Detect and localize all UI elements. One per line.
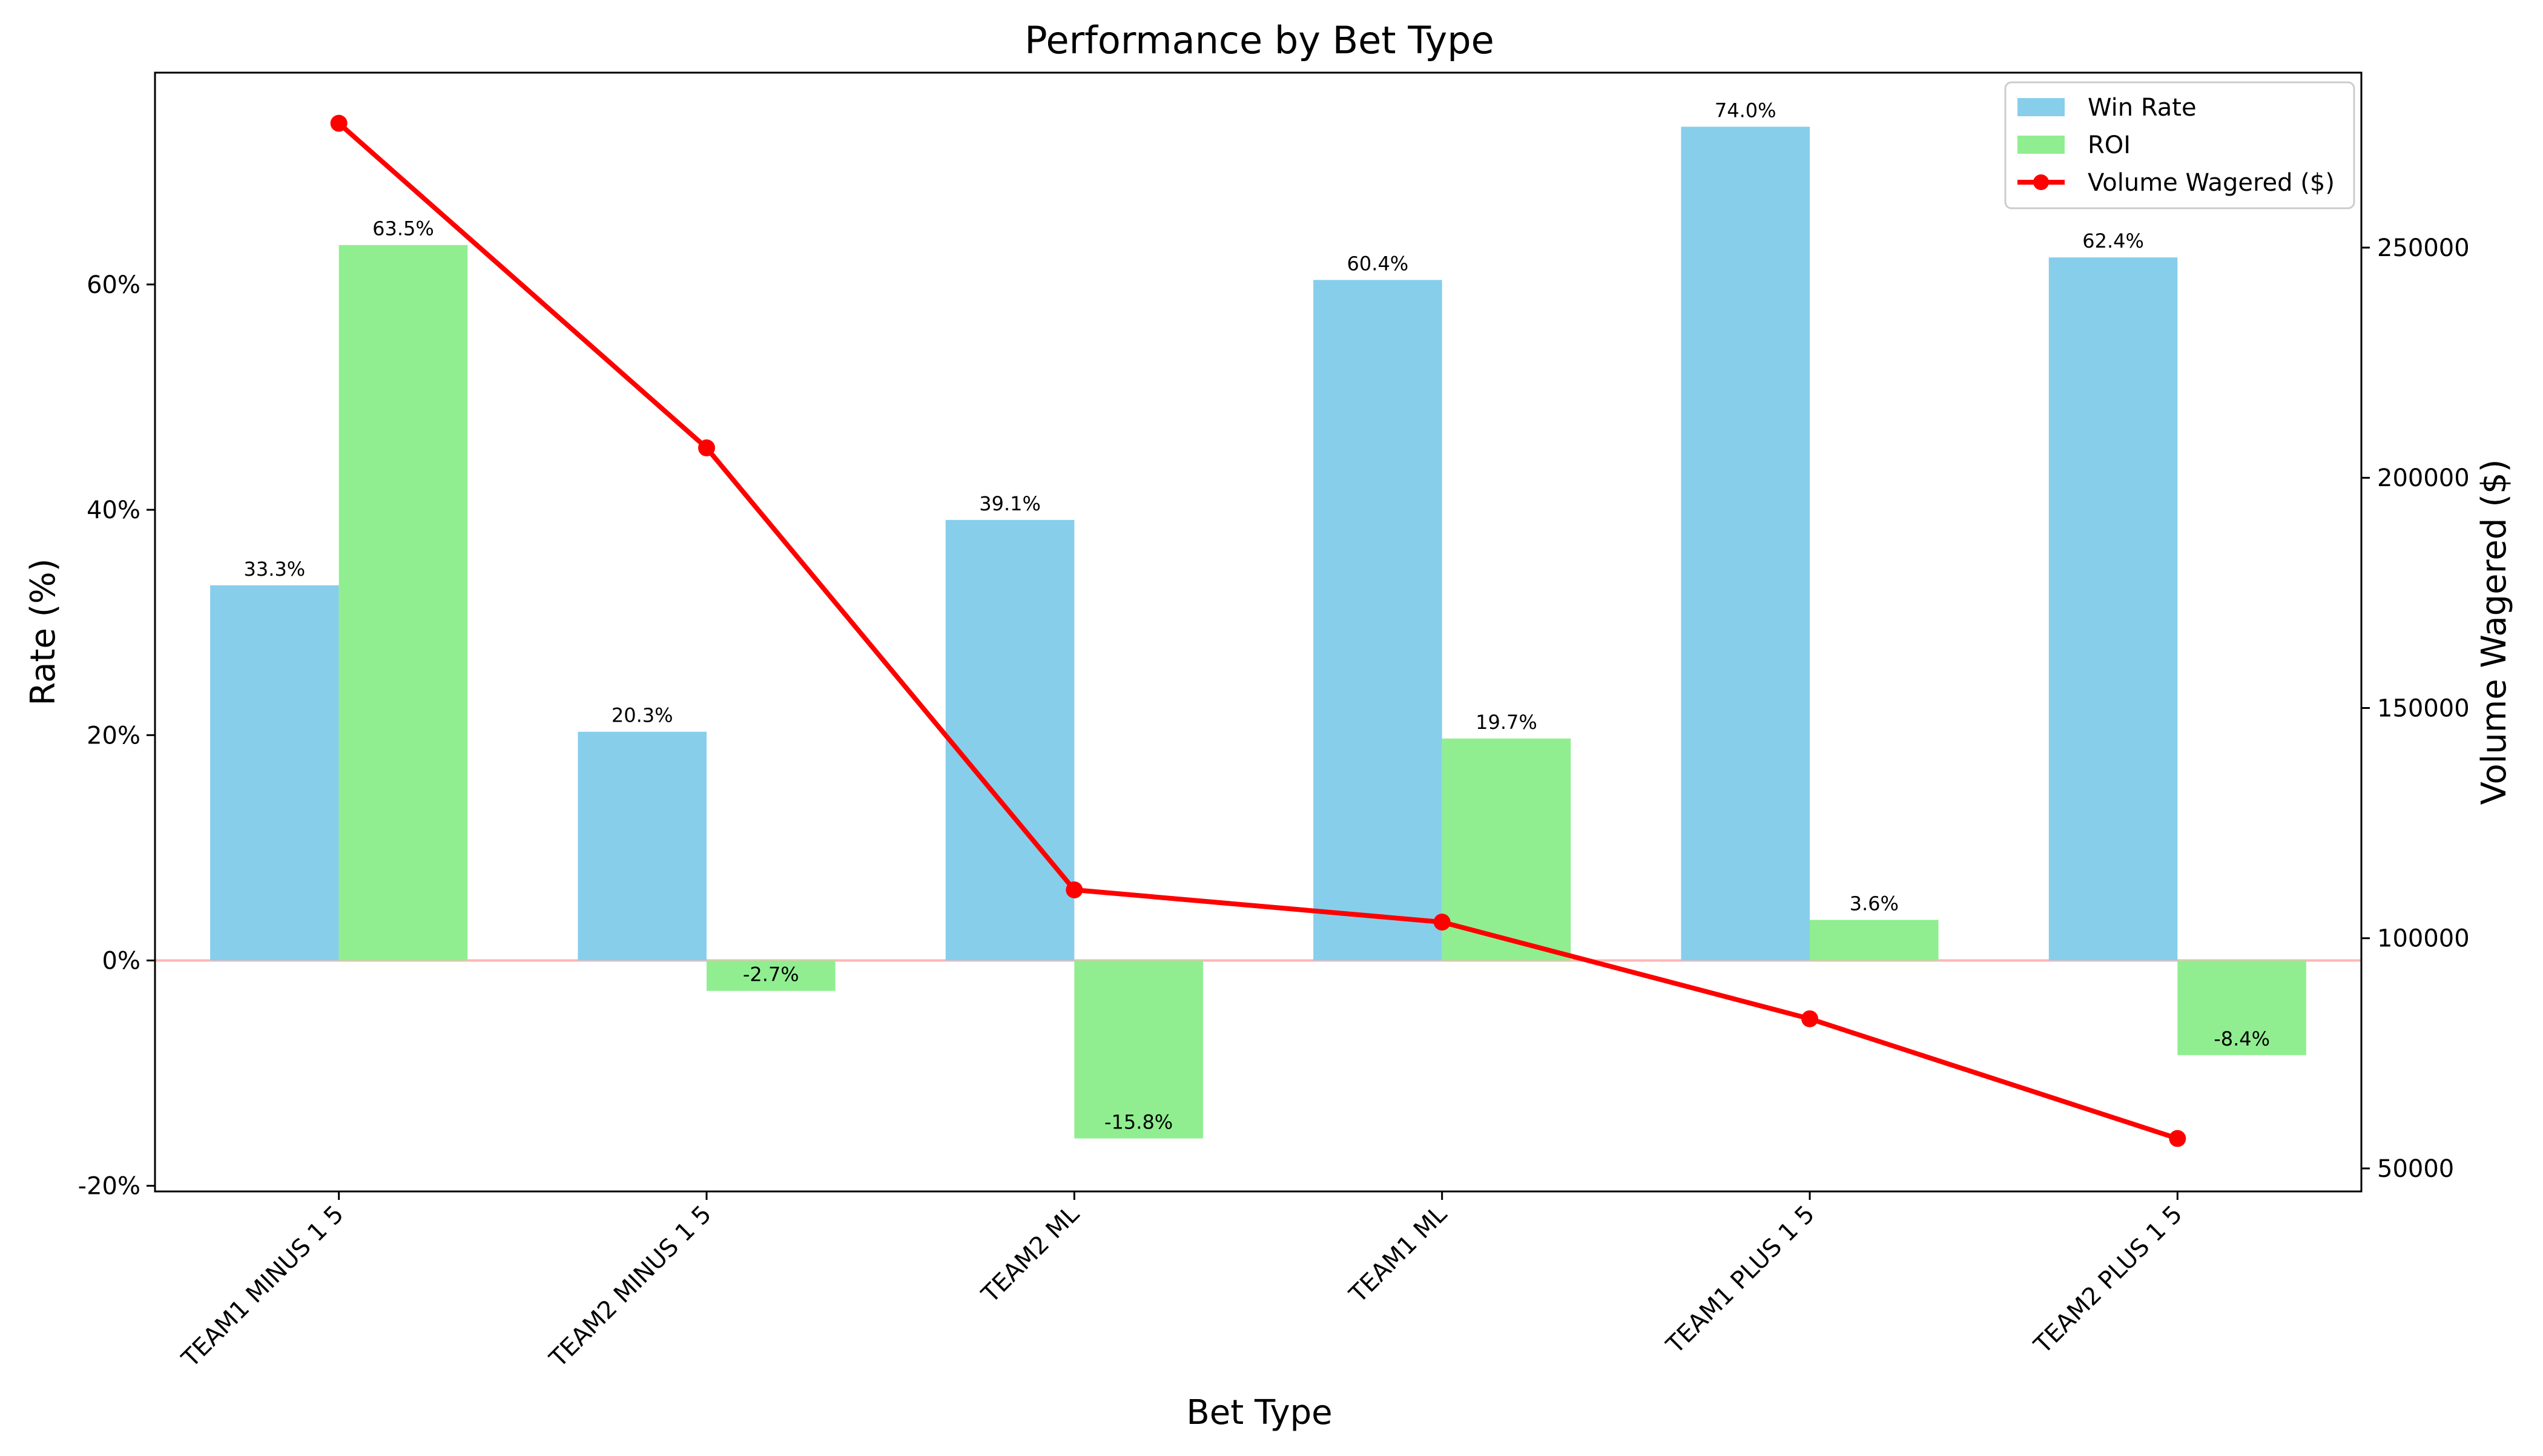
y-tick-label: 20% (87, 722, 140, 749)
win-rate-bar (1313, 280, 1442, 961)
roi-bar-label: 3.6% (1850, 892, 1899, 915)
win-rate-bar-label: 33.3% (244, 558, 306, 581)
roi-bar-label: -8.4% (2214, 1027, 2270, 1050)
win-rate-bar (210, 585, 339, 961)
y-axis-label: Rate (%) (24, 558, 63, 705)
volume-wagered-point (2169, 1130, 2186, 1147)
volume-wagered-point (1066, 881, 1083, 898)
y-tick-label: 0% (102, 947, 140, 975)
roi-bar (338, 245, 468, 961)
win-rate-bar-label: 39.1% (979, 492, 1041, 515)
y2-axis-label: Volume Wagered ($) (2475, 459, 2514, 805)
plot-frame (154, 71, 2363, 1193)
x-tick-label: TEAM1 ML (1344, 1200, 1453, 1309)
y2-tick-label: 50000 (2377, 1155, 2454, 1183)
bars-layer (210, 127, 2306, 1139)
win-rate-bar-label: 74.0% (1715, 99, 1776, 122)
x-tick-label: TEAM2 PLUS 1 5 (2028, 1201, 2188, 1360)
win-rate-bar-label: 20.3% (612, 704, 673, 727)
roi-bar (2177, 960, 2306, 1055)
bar-labels-layer: 33.3% 20.3% 39.1% 60.4% 74.0% 62.4% 63.5% -2.7%… (244, 99, 2270, 1133)
roi-bar-label: 63.5% (372, 217, 434, 240)
win-rate-legend-label: Win Rate (2088, 94, 2197, 122)
volume-wagered-line (337, 121, 2179, 1141)
roi-bar-label: 19.7% (1476, 711, 1537, 734)
y2-tick-label: 100000 (2377, 925, 2470, 953)
win-rate-bar (1681, 127, 1810, 961)
win-rate-bar (945, 519, 1075, 961)
volume-wagered-legend-marker (2033, 174, 2049, 190)
y-tick-label: -20% (78, 1173, 140, 1201)
y2-tick-label: 150000 (2377, 694, 2470, 722)
roi-bar (1810, 920, 1939, 961)
y2-tick-label: 250000 (2377, 234, 2470, 262)
y-tick-label: 60% (87, 271, 140, 299)
roi-legend-swatch (2017, 136, 2065, 154)
roi-bar-label: -15.8% (1104, 1111, 1173, 1134)
roi-legend-label: ROI (2088, 131, 2131, 159)
y-tick-label: 40% (87, 496, 140, 524)
x-tick-label: TEAM2 ML (976, 1200, 1085, 1309)
chart-title: Performance by Bet Type (1024, 18, 1494, 62)
volume-line-layer (330, 114, 2186, 1147)
roi-bar (1074, 960, 1203, 1139)
volume-wagered-point (330, 114, 348, 132)
roi-bar-label: -2.7% (743, 963, 799, 986)
win-rate-bar (578, 731, 707, 961)
roi-bar (1442, 738, 1571, 961)
win-rate-legend-swatch (2017, 98, 2065, 116)
x-tick-label: TEAM2 MINUS 1 5 (544, 1201, 717, 1374)
x-tick-label: TEAM1 MINUS 1 5 (176, 1201, 349, 1374)
y2-tick-label: 200000 (2377, 464, 2470, 492)
volume-wagered-point (698, 439, 715, 456)
win-rate-bar-label: 62.4% (2082, 229, 2144, 252)
x-axis-label: Bet Type (1186, 1393, 1332, 1432)
legend-box (2004, 81, 2355, 209)
volume-wagered-point (1433, 914, 1451, 931)
legend: Win Rate ROI Volume Wagered ($) (2004, 81, 2355, 209)
win-rate-bar (2048, 257, 2178, 961)
roi-bar (707, 960, 836, 991)
x-tick-label: TEAM1 PLUS 1 5 (1661, 1201, 1820, 1360)
win-rate-bar-label: 60.4% (1347, 252, 1409, 275)
volume-wagered-legend-label: Volume Wagered ($) (2088, 169, 2335, 197)
volume-wagered-point (1801, 1010, 1818, 1027)
